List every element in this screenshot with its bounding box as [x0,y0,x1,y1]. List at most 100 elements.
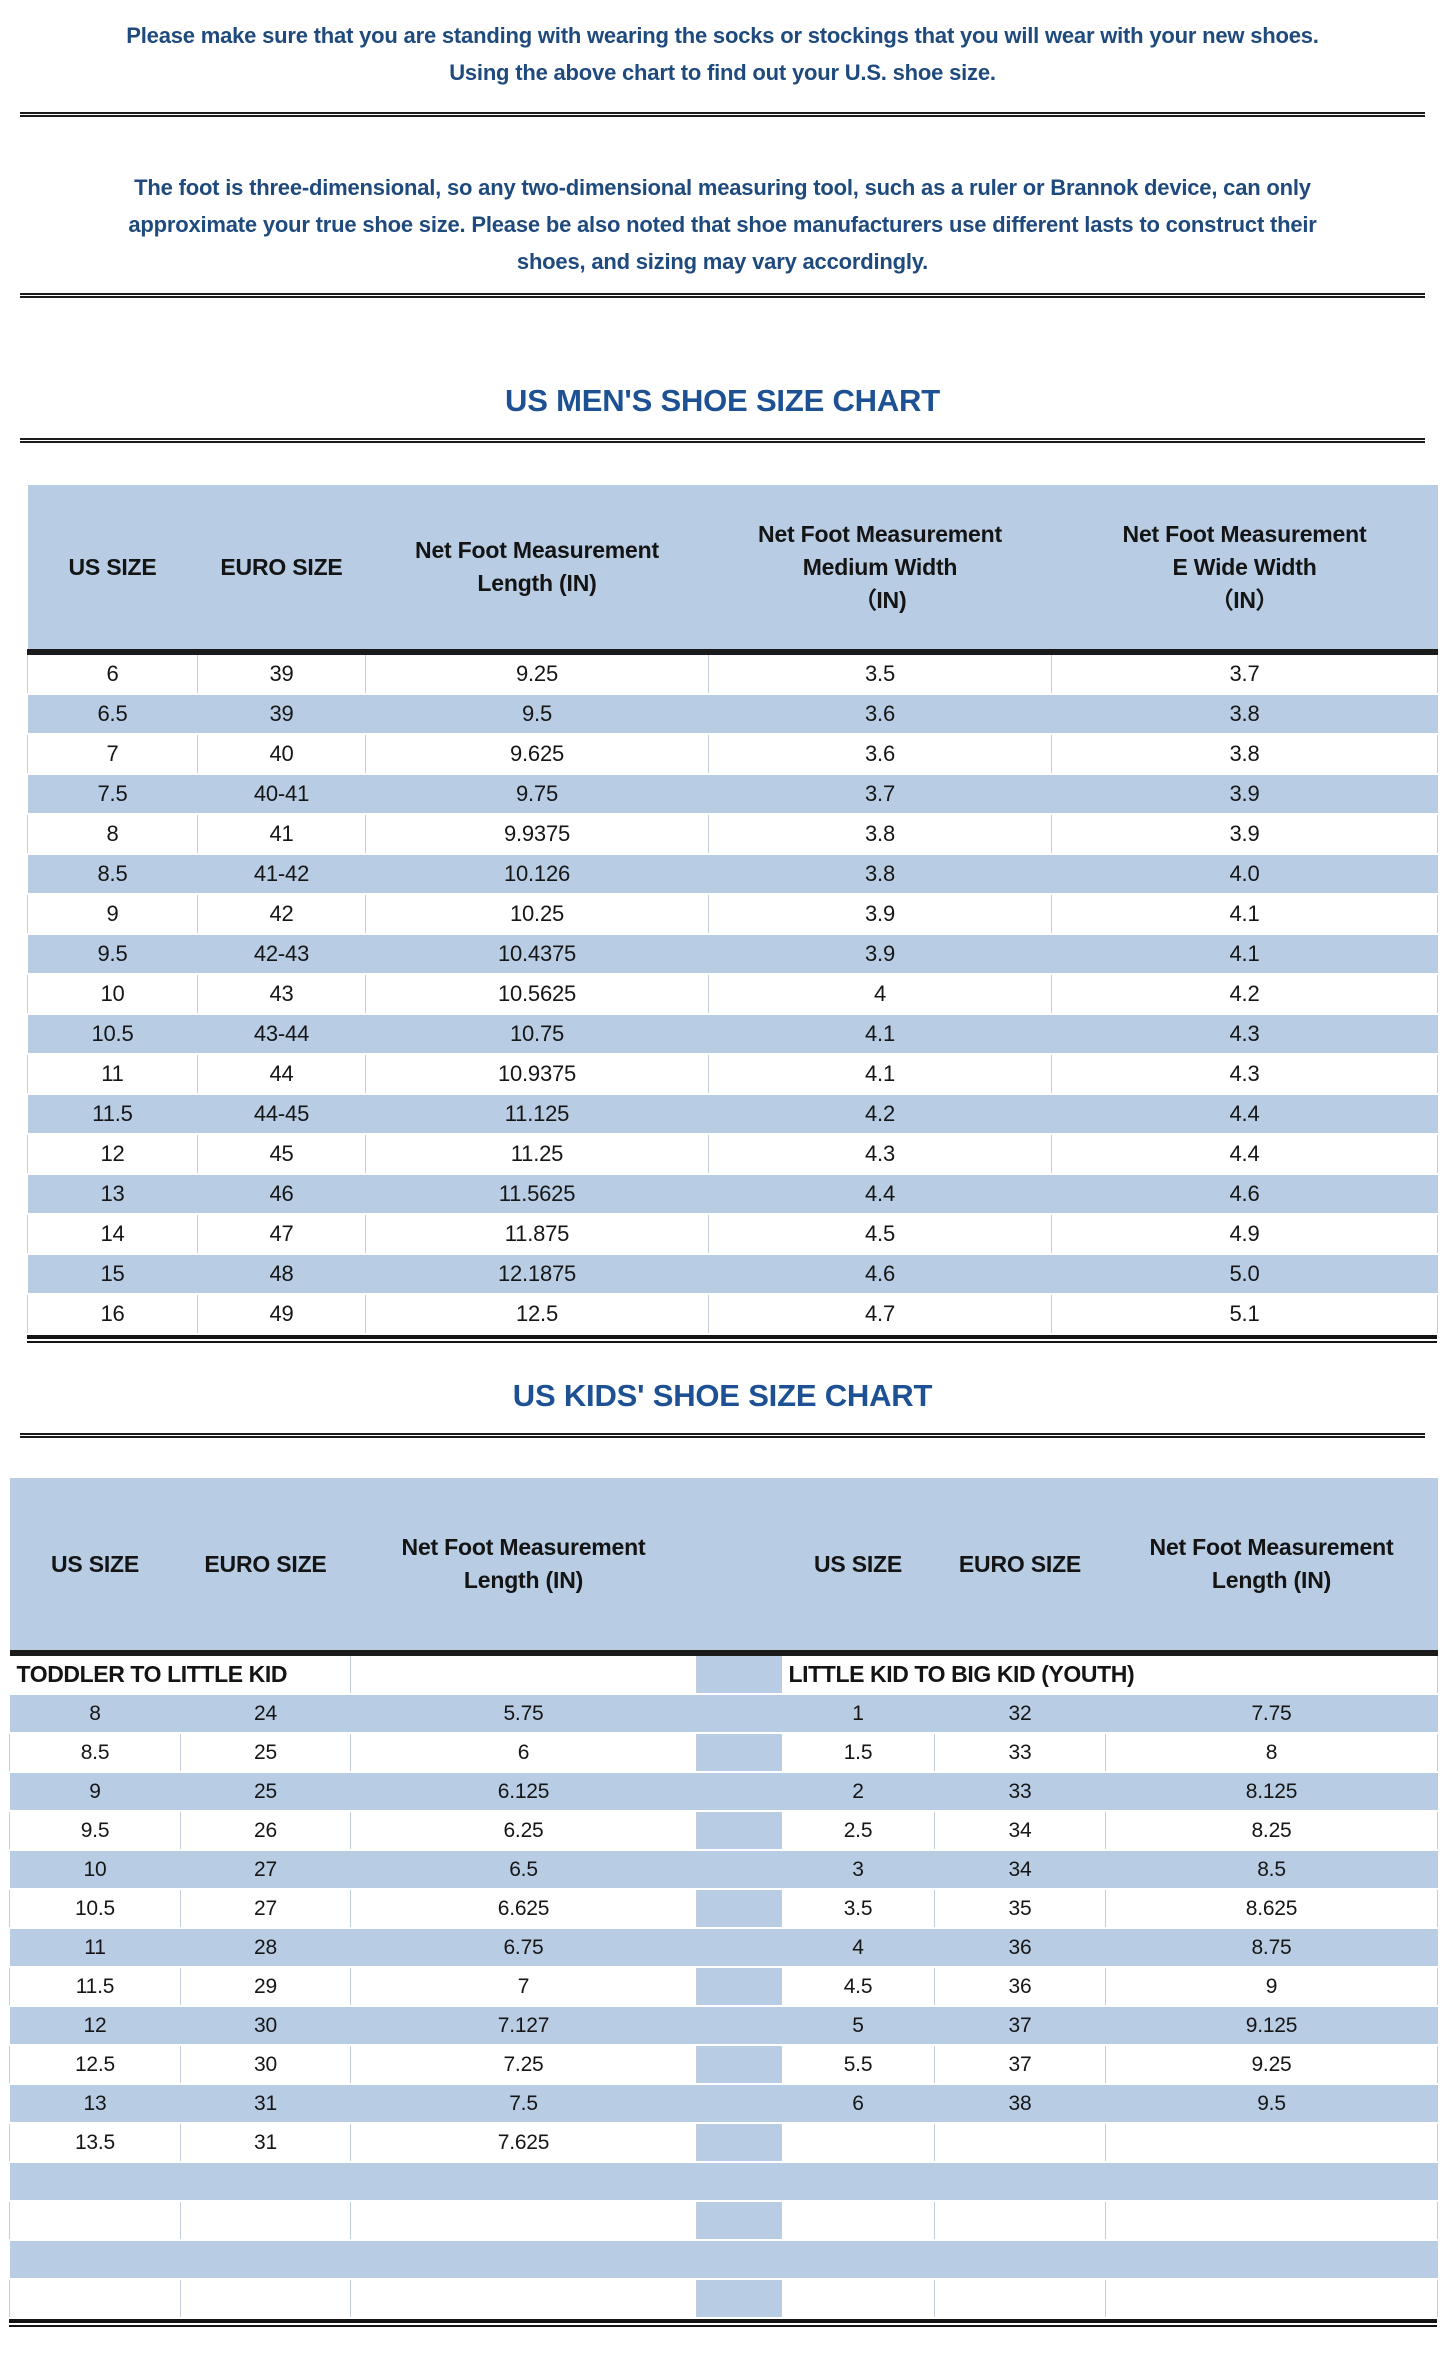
intro-text-line: The foot is three-dimensional, so any tw… [134,175,1311,200]
mens-cell: 4.1 [708,1014,1052,1055]
kids-cell: 5 [781,2006,935,2046]
kids-cell [180,2162,351,2202]
mens-table-row: 10.5 43-44 10.75 4.1 4.3 [27,1014,1438,1055]
mens-cell: 47 [197,1214,366,1255]
kids-cell: 6 [350,1733,697,1773]
separator-cell [696,2279,782,2319]
empty-cell [350,1653,697,1695]
intro-text-line: Using the above chart to find out your U… [449,60,996,85]
mens-table-row: 6 39 9.25 3.5 3.7 [27,652,1438,695]
kids-cell: 8.5 [9,1733,181,1773]
mens-cell: 44 [197,1054,366,1095]
kids-header-row: US SIZE EURO SIZE Net Foot Measurement Leng… [9,1478,1438,1656]
kids-column-header: Net Foot Measurement Length (IN) [350,1478,697,1656]
mens-cell: 40-41 [197,774,366,815]
kids-cell: 1.5 [781,1733,935,1773]
mens-cell: 9.5 [27,934,198,975]
separator-cell [696,2240,782,2280]
mens-table-body: 6 39 9.25 3.5 3.7 6.5 39 9.5 3.6 3.8 7 40 9.625 3.6 3.… [27,652,1438,1335]
mens-cell: 11 [27,1054,198,1095]
kids-cell: 8.25 [1105,1811,1438,1851]
mens-cell: 43 [197,974,366,1015]
mens-cell: 3.8 [708,814,1052,855]
kids-table-row: 9.5 26 6.25 2.5 34 8.25 [9,1811,1438,1851]
kids-group-header-row: TODDLER TO LITTLE KID LITTLE KID TO BIG … [9,1653,1438,1695]
separator-cell [696,1967,782,2007]
mens-table-row: 6.5 39 9.5 3.6 3.8 [27,694,1438,735]
mens-cell: 13 [27,1174,198,1215]
mens-table-row: 13 46 11.5625 4.4 4.6 [27,1174,1438,1215]
mens-cell: 16 [27,1294,198,1335]
kids-cell [180,2240,351,2280]
kids-cell: 3 [781,1850,935,1890]
mens-cell: 4.4 [708,1174,1052,1215]
mens-cell: 11.5625 [365,1174,709,1215]
kids-cell: 7.25 [350,2045,697,2085]
kids-cell: 11 [9,1928,181,1968]
kids-table-row: 11.5 29 7 4.5 36 9 [9,1967,1438,2007]
table-bottom-divider [9,2319,1437,2327]
mens-cell: 45 [197,1134,366,1175]
mens-cell: 41 [197,814,366,855]
mens-cell: 10.4375 [365,934,709,975]
kids-cell: 33 [934,1772,1106,1812]
mens-column-header: Net Foot Measurement E Wide Width （IN） [1051,485,1438,655]
mens-size-table: US SIZE EURO SIZE Net Foot Measurement Leng… [27,485,1438,1335]
kids-cell: 6.125 [350,1772,697,1812]
kids-cell: 28 [180,1928,351,1968]
mens-cell: 4.9 [1051,1214,1438,1255]
mens-table-row: 8.5 41-42 10.126 3.8 4.0 [27,854,1438,895]
kids-cell: 2 [781,1772,935,1812]
divider [20,293,1425,298]
mens-cell: 3.8 [708,854,1052,895]
mens-cell: 9.5 [365,694,709,735]
mens-cell: 7 [27,734,198,775]
kids-cell: 37 [934,2006,1106,2046]
kids-cell: 6 [781,2084,935,2124]
mens-cell: 4.3 [1051,1054,1438,1095]
kids-table-body: 8 24 5.75 1 32 7.75 8.5 25 6 1.5 33 8 9 25 6.125 2 33 8.1… [9,1694,1438,2319]
kids-cell: 10.5 [9,1889,181,1929]
mens-cell: 10 [27,974,198,1015]
mens-cell: 39 [197,694,366,735]
kids-cell: 38 [934,2084,1106,2124]
kids-column-header: EURO SIZE [180,1478,351,1656]
kids-cell [350,2279,697,2319]
intro-paragraph-1: Please make sure that you are standing w… [0,0,1445,91]
kids-cell: 9.125 [1105,2006,1438,2046]
kids-cell: 26 [180,1811,351,1851]
kids-cell [1105,2240,1438,2280]
mens-table-section: US SIZE EURO SIZE Net Foot Measurement Leng… [27,485,1438,1343]
mens-cell: 11.875 [365,1214,709,1255]
kids-column-header: EURO SIZE [934,1478,1106,1656]
kids-cell: 34 [934,1850,1106,1890]
mens-cell: 15 [27,1254,198,1295]
kids-cell [350,2162,697,2202]
mens-cell: 8.5 [27,854,198,895]
toddler-group-label: TODDLER TO LITTLE KID [9,1653,351,1695]
mens-table-row: 12 45 11.25 4.3 4.4 [27,1134,1438,1175]
mens-table-row: 7.5 40-41 9.75 3.7 3.9 [27,774,1438,815]
kids-table-row: 13 31 7.5 6 38 9.5 [9,2084,1438,2124]
mens-cell: 6.5 [27,694,198,735]
kids-cell: 8.125 [1105,1772,1438,1812]
mens-cell: 7.5 [27,774,198,815]
kids-cell [1105,2279,1438,2319]
mens-table-row: 7 40 9.625 3.6 3.8 [27,734,1438,775]
kids-cell: 29 [180,1967,351,2007]
kids-cell: 12.5 [9,2045,181,2085]
kids-cell: 35 [934,1889,1106,1929]
mens-cell: 14 [27,1214,198,1255]
separator-cell [696,2162,782,2202]
separator-cell [696,1694,782,1734]
kids-cell: 8 [1105,1733,1438,1773]
kids-cell: 10 [9,1850,181,1890]
kids-cell: 25 [180,1733,351,1773]
kids-cell [9,2162,181,2202]
youth-group-label: LITTLE KID TO BIG KID (YOUTH) [781,1653,1438,1695]
mens-cell: 48 [197,1254,366,1295]
kids-cell: 36 [934,1928,1106,1968]
mens-cell: 12.1875 [365,1254,709,1295]
mens-cell: 12.5 [365,1294,709,1335]
